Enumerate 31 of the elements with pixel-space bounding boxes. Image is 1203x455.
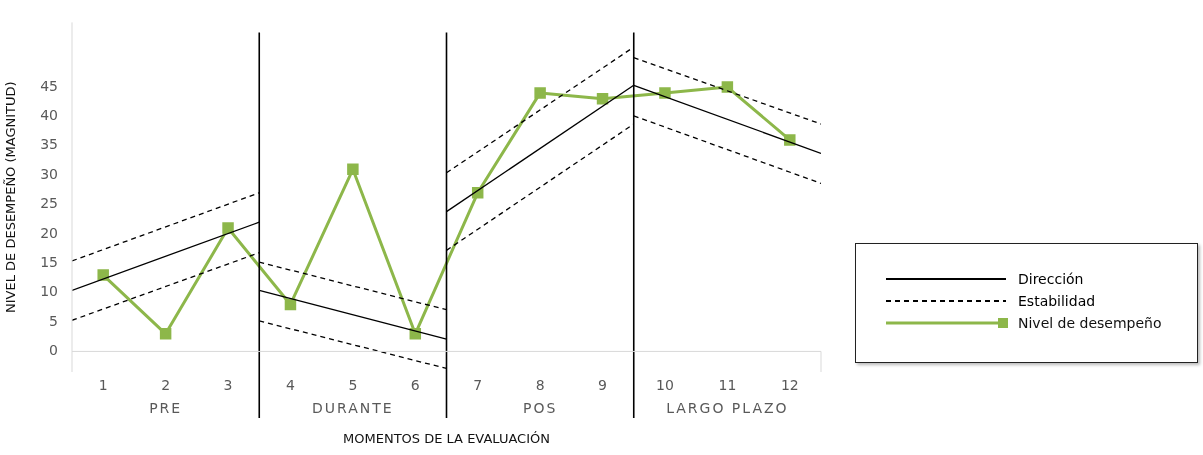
legend-label: Dirección — [1018, 271, 1084, 287]
x-tick-label: 8 — [535, 377, 545, 394]
x-tick-label: 7 — [473, 377, 483, 394]
y-tick-label: 5 — [49, 312, 58, 329]
x-tick-label: 2 — [161, 377, 171, 394]
y-tick-label: 15 — [40, 253, 58, 270]
x-tick-label: 3 — [223, 377, 233, 394]
legend-label: Nivel de desempeño — [1018, 315, 1162, 331]
y-tick-label: 25 — [40, 195, 58, 212]
y-tick-label: 20 — [40, 224, 58, 241]
text: LARGO PLAZO — [666, 399, 789, 416]
x-tick-label: 5 — [348, 377, 358, 394]
y-tick-label: 10 — [40, 283, 58, 300]
y-axis-title: NIVEL DE DESEMPEÑO (MAGNITUD) — [3, 81, 19, 313]
x-tick-label: 9 — [598, 377, 607, 394]
text: POS — [522, 399, 558, 416]
y-tick-label: 40 — [40, 107, 58, 124]
legend-label: Estabilidad — [1018, 293, 1096, 309]
x-tick-label: 12 — [780, 377, 799, 394]
y-tick-label: 45 — [40, 77, 58, 94]
x-axis-title: MOMENTOS DE LA EVALUACIÓN — [343, 430, 550, 446]
y-tick-label: 35 — [40, 136, 58, 153]
x-tick-label: 4 — [286, 377, 295, 394]
y-tick-label: 0 — [49, 342, 58, 359]
text: DURANTE — [312, 399, 394, 416]
x-tick-label: 6 — [410, 377, 420, 394]
text: PRE — [149, 399, 183, 416]
x-tick-label: 1 — [98, 377, 108, 394]
x-tick-label: 10 — [656, 377, 674, 394]
x-tick-label: 11 — [718, 377, 737, 394]
y-tick-label: 30 — [40, 165, 58, 182]
